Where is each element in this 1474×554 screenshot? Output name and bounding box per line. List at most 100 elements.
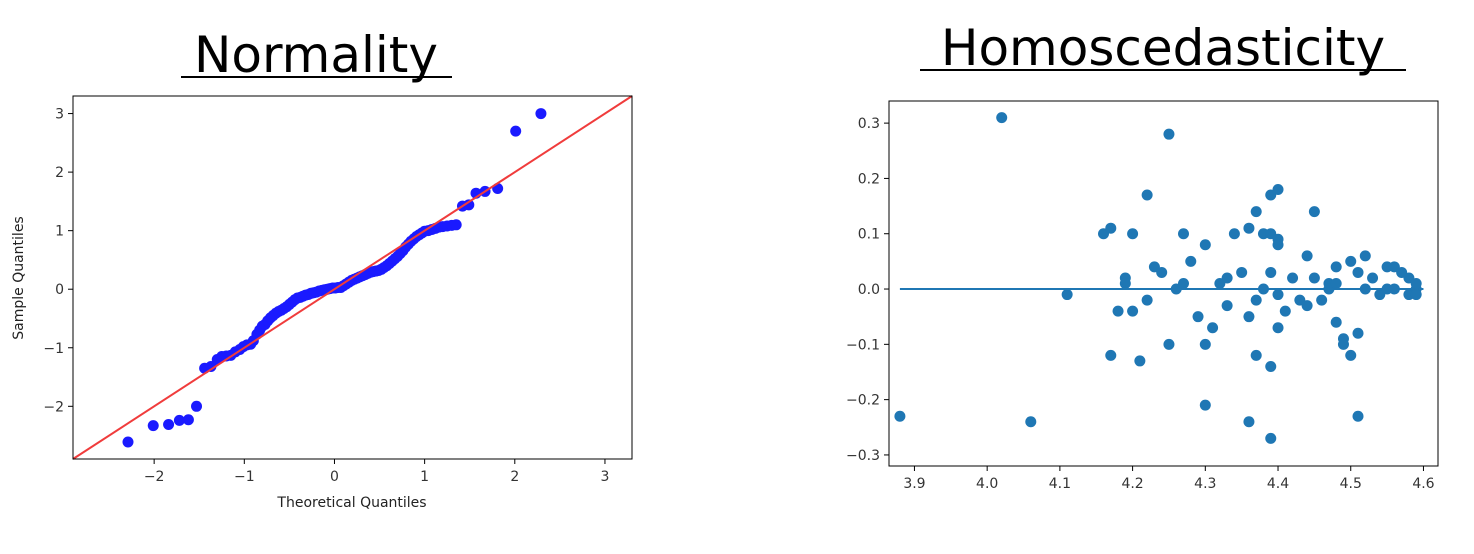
residual-point	[1301, 300, 1313, 312]
x-tick-label: 4.6	[1412, 476, 1434, 492]
residual-point	[1359, 250, 1371, 262]
x-tick-label: 0	[330, 469, 339, 485]
residual-point	[1127, 228, 1139, 240]
residual-point	[1265, 360, 1277, 372]
residual-point	[1061, 289, 1073, 301]
residual-point	[1272, 233, 1284, 245]
x-tick-label: 4.2	[1121, 476, 1143, 492]
residual-point	[1287, 272, 1299, 284]
residual-point	[1228, 228, 1240, 240]
residual-point	[1308, 206, 1320, 218]
residual-point	[1250, 206, 1262, 218]
y-tick-label: 2	[55, 165, 64, 181]
y-tick-label: −0.2	[846, 393, 880, 409]
residual-point	[1199, 239, 1211, 251]
residual-point	[1134, 355, 1146, 367]
residual-point	[1207, 322, 1219, 334]
qq-reference-line	[72, 95, 633, 460]
residual-points-group	[894, 112, 1424, 444]
x-tick-label: 4.4	[1267, 476, 1289, 492]
y-tick-label: −0.1	[846, 337, 880, 353]
residual-point	[894, 410, 906, 422]
residual-x-ticks: 3.9 4.0 4.1 4.2 4.3 4.4 4.5 4.6	[903, 466, 1435, 492]
residual-point	[1308, 272, 1320, 284]
residual-point	[1243, 311, 1255, 323]
residual-point	[1352, 266, 1364, 278]
residual-point	[1250, 349, 1262, 361]
y-tick-label: 0.3	[858, 116, 880, 132]
x-tick-label: 4.1	[1049, 476, 1071, 492]
residual-point	[1141, 294, 1153, 306]
residual-point	[1410, 289, 1422, 301]
residual-point	[1105, 222, 1117, 234]
y-tick-label: 0	[55, 282, 64, 298]
homoscedasticity-title: Homoscedasticity	[941, 19, 1385, 77]
residual-point	[1141, 189, 1153, 201]
residual-point	[1236, 266, 1248, 278]
residual-point	[1301, 250, 1313, 262]
residual-point	[1192, 311, 1204, 323]
qq-point	[147, 420, 159, 432]
residual-point	[1250, 294, 1262, 306]
residual-point	[1410, 278, 1422, 289]
residual-point	[1359, 283, 1371, 295]
residual-point	[1352, 327, 1364, 339]
residual-point	[1221, 300, 1233, 312]
qq-point	[191, 400, 203, 412]
residual-point	[1257, 283, 1269, 295]
residual-point	[1112, 305, 1124, 317]
y-tick-label: 3	[55, 107, 64, 123]
residual-point	[1185, 255, 1197, 267]
x-tick-label: 4.5	[1340, 476, 1362, 492]
residual-point	[1367, 272, 1379, 284]
residual-point	[1156, 266, 1168, 278]
x-tick-label: 3.9	[903, 476, 925, 492]
qq-y-axis-label: Sample Quantiles	[11, 216, 27, 339]
residual-point	[1265, 432, 1277, 444]
qq-point	[463, 199, 475, 211]
y-tick-label: −2	[43, 399, 64, 415]
qq-point	[163, 418, 175, 430]
qq-point	[205, 360, 217, 372]
residual-point	[1272, 322, 1284, 334]
qq-point	[450, 219, 462, 231]
x-tick-label: 1	[420, 469, 429, 485]
qq-point	[535, 108, 547, 120]
residual-point	[1345, 349, 1357, 361]
residual-point	[1199, 399, 1211, 411]
residual-point	[1163, 338, 1175, 350]
residual-point	[1163, 128, 1175, 140]
qq-plot-frame	[72, 95, 633, 460]
y-tick-label: 0.2	[858, 171, 880, 187]
residual-point	[1105, 349, 1117, 361]
qq-y-ticks: −2 −1 0 1 2 3	[43, 107, 73, 415]
normality-title: Normality	[194, 26, 438, 84]
residual-point	[1272, 183, 1284, 195]
qq-points-group	[72, 95, 633, 460]
residual-point	[1345, 255, 1357, 267]
x-tick-label: −1	[234, 469, 255, 485]
residual-point	[1272, 289, 1284, 301]
y-tick-label: −1	[43, 341, 64, 357]
residual-point	[1243, 222, 1255, 234]
x-tick-label: −2	[144, 469, 165, 485]
residual-point	[1025, 416, 1037, 428]
residual-point	[1127, 305, 1139, 317]
residual-point	[1279, 305, 1291, 317]
qq-x-ticks: −2 −1 0 1 2 3	[144, 459, 609, 485]
residual-plot: 3.9 4.0 4.1 4.2 4.3 4.4 4.5 4.6 −0.3 −0.2 −0.1 0.0…	[846, 100, 1439, 492]
y-tick-label: 1	[55, 224, 64, 240]
residual-point	[1330, 316, 1342, 328]
residual-y-ticks: −0.3 −0.2 −0.1 0.0 0.1 0.2 0.3	[846, 116, 889, 464]
x-tick-label: 3	[600, 469, 609, 485]
residual-point	[1352, 410, 1364, 422]
residual-point	[1337, 338, 1349, 350]
qq-x-axis-label: Theoretical Quantiles	[276, 495, 426, 511]
x-tick-label: 4.0	[976, 476, 998, 492]
residual-point	[996, 112, 1008, 124]
y-tick-label: −0.3	[846, 448, 880, 464]
y-tick-label: 0.1	[858, 227, 880, 243]
residual-point	[1265, 266, 1277, 278]
